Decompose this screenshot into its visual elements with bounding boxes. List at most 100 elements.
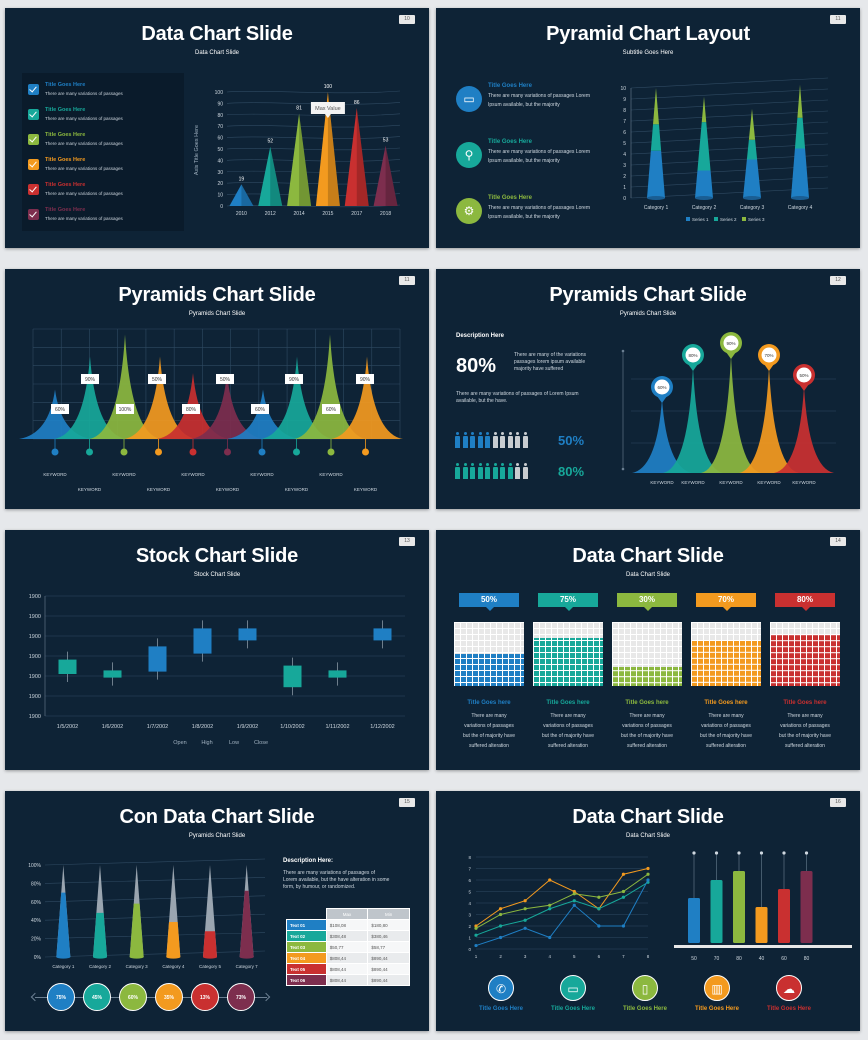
keyword-label: KEYWORD [354, 487, 378, 492]
y-tick-label: 8 [468, 855, 471, 860]
table-row: Text 03 $50,77 $58,77 [286, 941, 410, 953]
y-tick-label: 10 [620, 86, 626, 92]
search-icon[interactable]: ⚲ [456, 142, 482, 168]
legend-item[interactable]: Title Goes Here There are many variations… [28, 156, 178, 176]
keyword-label: KEYWORD [43, 472, 67, 477]
gears-icon[interactable]: ⚙ [456, 198, 482, 224]
x-tick-label: Category 4 [788, 205, 813, 211]
phone-icon[interactable]: ▯ [632, 975, 658, 1001]
gridline [226, 147, 401, 151]
y-tick-label: 30 [217, 170, 223, 176]
cone-fill [239, 890, 254, 957]
bar-chart-icon[interactable]: ▥ [704, 975, 730, 1001]
monitor-icon[interactable]: ▭ [560, 975, 586, 1001]
legend-item-text: There are many variations of passages [45, 91, 123, 96]
legend-item[interactable]: Title Goes Here There are many variations… [28, 131, 178, 151]
y-tick-label: 80 [217, 113, 223, 119]
item-text: Ipsum available, but the majority [488, 102, 560, 108]
bar-stem-dot [782, 851, 786, 855]
checkbox-icon[interactable] [28, 159, 39, 170]
cone-segment [697, 122, 711, 171]
table-cell: $808,44 [325, 963, 369, 975]
pin-pointer [657, 396, 667, 403]
column-title: Title Goes here [467, 700, 511, 706]
satellite-icon[interactable]: ✆ [488, 975, 514, 1001]
keyword-label: KEYWORD [792, 480, 816, 485]
monitor-icon[interactable]: ▭ [456, 86, 482, 112]
keyword-label: KEYWORD [147, 487, 171, 492]
percent-badge: 75% [538, 593, 598, 607]
slide-stock-chart[interactable]: 13 Stock Chart Slide Stock Chart Slide 1… [5, 530, 429, 770]
slide-con-data-chart[interactable]: 15 Con Data Chart Slide Pyramids Chart S… [5, 791, 429, 1031]
keyword-label: KEYWORD [757, 480, 781, 485]
gridline [226, 159, 401, 162]
bar [710, 880, 723, 943]
pyramid-bar-chart: 0 10 20 30 40 50 60 70 80 90 100 Axis Title Goes He… [194, 84, 401, 217]
cone-chart: 0% 20% 40% 60% 80% 100% Category 1 Category 2 Ca… [28, 858, 266, 969]
legend-item-text: There are many variations of passages [45, 191, 123, 196]
pin-value: 60% [657, 385, 666, 390]
y-tick-label: 60% [31, 900, 42, 906]
icon-title: Title Goes Here [695, 1006, 739, 1012]
slide-title: Pyramid Chart Layout [546, 23, 750, 45]
slide-subtitle: Pyramids Chart Slide [188, 311, 246, 317]
slide-pyramids-chart-1[interactable]: 11 Pyramids Chart Slide Pyramids Chart S… [5, 269, 429, 509]
candle-body [283, 665, 302, 688]
cone-base [129, 955, 144, 959]
x-tick-label: 50 [691, 956, 697, 962]
data-label: 81 [296, 106, 302, 112]
checkbox-icon[interactable] [28, 134, 39, 145]
table-cell: $380,46 [367, 930, 410, 942]
legend-item[interactable]: Title Goes Here There are many variations… [28, 106, 178, 126]
slide-pyramid-layout[interactable]: 11 Pyramid Chart Layout Subtitle Goes He… [436, 8, 860, 248]
table-cell: $58,77 [367, 941, 410, 953]
cone-base [743, 196, 761, 200]
badge-pointer [644, 607, 652, 611]
chat-icon[interactable]: ☁ [776, 975, 802, 1001]
checkbox-icon[interactable] [28, 209, 39, 220]
value-label: 90% [85, 377, 96, 383]
x-tick-label: 1/12/2002 [370, 724, 394, 730]
legend-item-title: Title Goes Here [45, 182, 86, 188]
pin-inner [654, 379, 670, 395]
column-title: Title Goes here [625, 700, 669, 706]
pin-pointer [688, 364, 698, 371]
y-tick-label: 100% [28, 863, 41, 869]
cone-fill [203, 931, 217, 957]
checkbox-icon[interactable] [28, 109, 39, 120]
pyramid-bar [287, 113, 312, 206]
legend-item[interactable]: Title Goes Here There are many variations… [28, 81, 178, 101]
legend-label: Series 2 [720, 217, 737, 222]
cone-base [203, 955, 217, 959]
series-point [523, 907, 527, 911]
pyramid-bar [229, 184, 254, 206]
tooltip [310, 102, 345, 114]
pyramid-peak [227, 389, 299, 439]
bar [778, 889, 790, 943]
slide-pyramids-chart-2[interactable]: 12 Pyramids Chart Slide Pyramids Chart S… [436, 269, 860, 509]
y-tick-label: 1900 [29, 654, 41, 660]
legend-label: Close [254, 740, 268, 746]
x-tick-label: 2018 [380, 211, 391, 217]
legend-item[interactable]: Title Goes Here There are many variations… [28, 181, 178, 201]
x-tick-label: 5 [573, 954, 576, 959]
pyramid-peak [89, 334, 161, 439]
keyword-label: KEYWORD [250, 472, 274, 477]
checkbox-icon[interactable] [28, 84, 39, 95]
item-title: Title Goes Here [488, 83, 532, 89]
pin-pyramid-chart: 60% KEYWORD 80% KEYWORD 90% KEYWORD 70% KEYWORD… [621, 332, 836, 485]
column-text: There are many [629, 713, 665, 719]
column-text: There are many [471, 713, 507, 719]
y-tick-label: 40 [217, 158, 223, 164]
table-row: Text 06 $808,44 $890,44 [286, 974, 410, 986]
slide-data-chart-1[interactable]: 10 Data Chart Slide Data Chart Slide Tit… [5, 8, 429, 248]
badge-pointer [802, 607, 810, 611]
pyramid-peak [124, 356, 196, 439]
legend-item[interactable]: Title Goes Here There are many variations… [28, 206, 178, 226]
pyramid-peak [739, 367, 799, 473]
bar [733, 871, 745, 943]
y-tick-label: 1900 [29, 694, 41, 700]
slide-data-chart-2[interactable]: 14 Data Chart Slide Data Chart Slide 50%… [436, 530, 860, 770]
checkbox-icon[interactable] [28, 184, 39, 195]
